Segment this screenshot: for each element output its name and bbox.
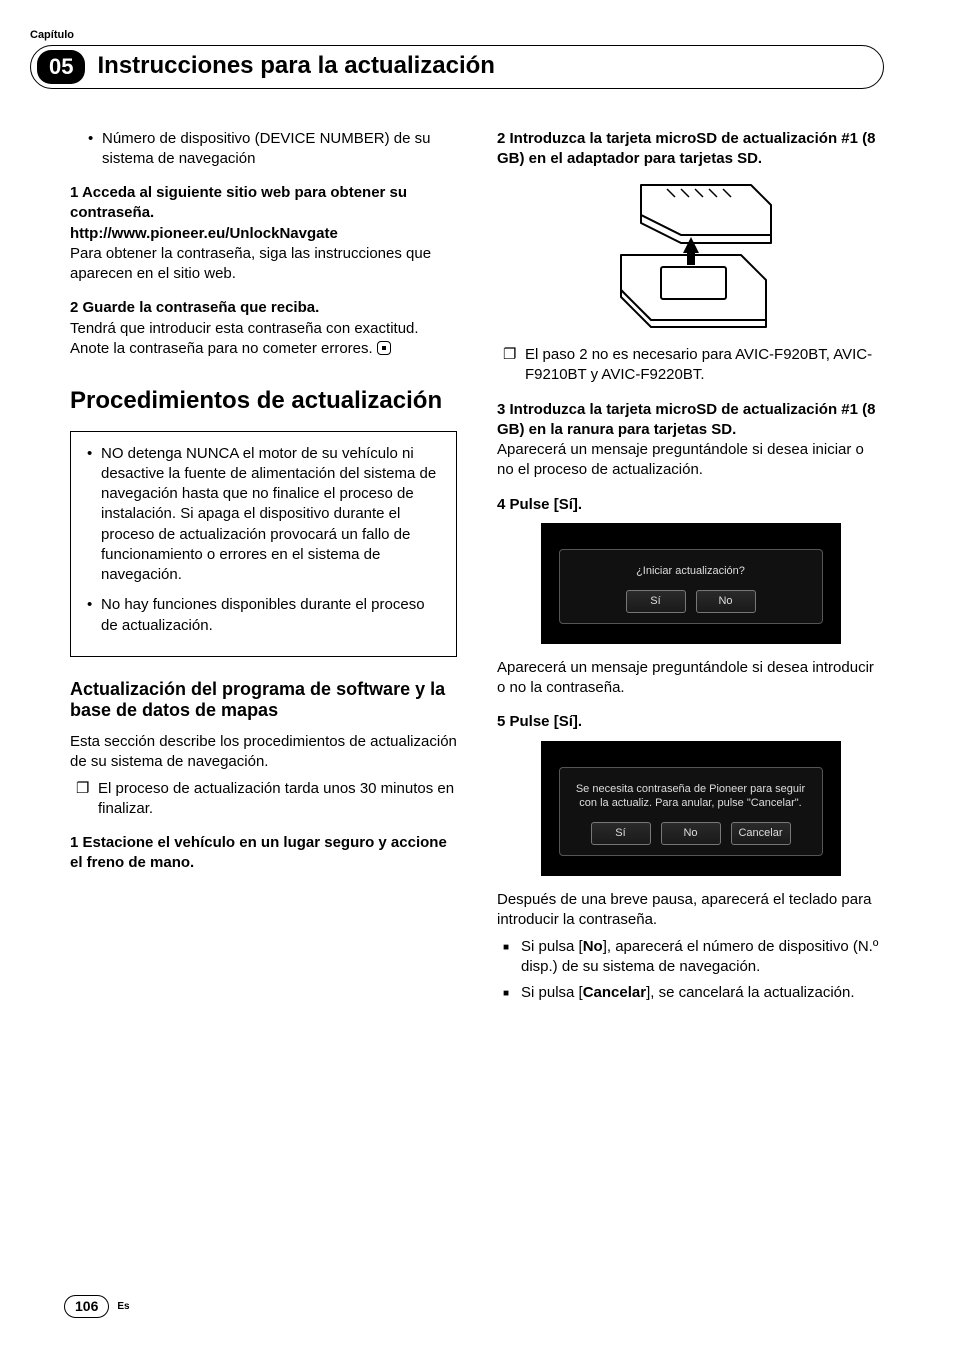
note-item: ■ Si pulsa [No], aparecerá el número de …	[503, 937, 884, 978]
bullet-icon: •	[88, 129, 102, 170]
section-heading: Procedimientos de actualización	[70, 387, 457, 415]
sd-card-figure	[591, 175, 791, 335]
warning-box: • NO detenga NUNCA el motor de su vehícu…	[70, 431, 457, 657]
square-bullet-icon: ■	[503, 983, 521, 1003]
button-row: Sí No Cancelar	[568, 822, 814, 845]
bullet-icon: •	[87, 595, 101, 636]
dialog-screenshot-1: ¿Iniciar actualización? Sí No	[541, 523, 841, 644]
page-number: 106	[64, 1295, 109, 1318]
step-url: http://www.pioneer.eu/UnlockNavgate	[70, 224, 457, 244]
no-button[interactable]: No	[661, 822, 721, 845]
body-text: Esta sección describe los procedimientos…	[70, 732, 457, 773]
page-title: Instrucciones para la actualización	[97, 50, 877, 82]
right-column: 2 Introduzca la tarjeta microSD de actua…	[497, 129, 884, 1006]
note-text: Si pulsa [No], aparecerá el número de di…	[521, 937, 884, 978]
two-column-layout: • Número de dispositivo (DEVICE NUMBER) …	[70, 129, 884, 1006]
page-language: Es	[117, 1300, 129, 1314]
dialog-screenshot-2: Se necesita contraseña de Pioneer para s…	[541, 741, 841, 876]
list-item: • NO detenga NUNCA el motor de su vehícu…	[87, 444, 444, 586]
note-text: El proceso de actualización tarda unos 3…	[98, 779, 457, 820]
step-heading: 5 Pulse [Sí].	[497, 712, 884, 732]
body-text: Aparecerá un mensaje preguntándole si de…	[497, 440, 884, 481]
button-row: Sí No	[568, 590, 814, 613]
note-item: ■ Si pulsa [Cancelar], se cancelará la a…	[503, 983, 884, 1003]
dialog-box: ¿Iniciar actualización? Sí No	[559, 549, 823, 624]
body-text: Aparecerá un mensaje preguntándole si de…	[497, 658, 884, 699]
square-bullet-icon: ■	[503, 937, 521, 978]
end-section-icon	[377, 341, 391, 355]
note-item: ❐ El paso 2 no es necesario para AVIC-F9…	[503, 345, 884, 386]
yes-button[interactable]: Sí	[591, 822, 651, 845]
dialog-message: ¿Iniciar actualización?	[568, 564, 814, 578]
bold-label: Cancelar	[583, 984, 646, 1001]
list-item: • Número de dispositivo (DEVICE NUMBER) …	[88, 129, 457, 170]
note-text: El paso 2 no es necesario para AVIC-F920…	[525, 345, 884, 386]
yes-button[interactable]: Sí	[626, 590, 686, 613]
step-heading: 1 Acceda al siguiente sitio web para obt…	[70, 183, 457, 224]
step2-body-text: Tendrá que introducir esta contraseña co…	[70, 320, 419, 357]
t: ], se cancelará la actualización.	[646, 984, 854, 1001]
t: Si pulsa [	[521, 938, 583, 955]
header-bar: 05 Instrucciones para la actualización	[30, 45, 884, 89]
bold-label: No	[583, 938, 603, 955]
step-heading: 1 Estacione el vehículo en un lugar segu…	[70, 833, 457, 874]
body-text: Tendrá que introducir esta contraseña co…	[70, 319, 457, 360]
list-item: • No hay funciones disponibles durante e…	[87, 595, 444, 636]
warning-text-1: NO detenga NUNCA el motor de su vehículo…	[101, 444, 444, 586]
note-text: Si pulsa [Cancelar], se cancelará la act…	[521, 983, 855, 1003]
t: Si pulsa [	[521, 984, 583, 1001]
left-column: • Número de dispositivo (DEVICE NUMBER) …	[70, 129, 457, 1006]
intro-bullet-text: Número de dispositivo (DEVICE NUMBER) de…	[102, 129, 457, 170]
step-heading: 2 Guarde la contraseña que reciba.	[70, 298, 457, 318]
warning-text-2: No hay funciones disponibles durante el …	[101, 595, 444, 636]
page-footer: 106 Es	[64, 1295, 130, 1318]
step-heading: 3 Introduzca la tarjeta microSD de actua…	[497, 400, 884, 441]
body-text: Después de una breve pausa, aparecerá el…	[497, 890, 884, 931]
note-item: ❐ El proceso de actualización tarda unos…	[76, 779, 457, 820]
checkbox-icon: ❐	[76, 779, 98, 820]
header-wrap: 05 Instrucciones para la actualización	[30, 45, 884, 89]
dialog-box: Se necesita contraseña de Pioneer para s…	[559, 767, 823, 856]
chapter-number-badge: 05	[37, 50, 85, 84]
checkbox-icon: ❐	[503, 345, 525, 386]
step-heading: 2 Introduzca la tarjeta microSD de actua…	[497, 129, 884, 170]
subsection-heading: Actualización del programa de software y…	[70, 679, 457, 722]
no-button[interactable]: No	[696, 590, 756, 613]
dialog-message: Se necesita contraseña de Pioneer para s…	[568, 782, 814, 811]
body-text: Para obtener la contraseña, siga las ins…	[70, 244, 457, 285]
chapter-caption: Capítulo	[30, 28, 884, 43]
step-heading: 4 Pulse [Sí].	[497, 495, 884, 515]
cancel-button[interactable]: Cancelar	[731, 822, 791, 845]
bullet-icon: •	[87, 444, 101, 586]
